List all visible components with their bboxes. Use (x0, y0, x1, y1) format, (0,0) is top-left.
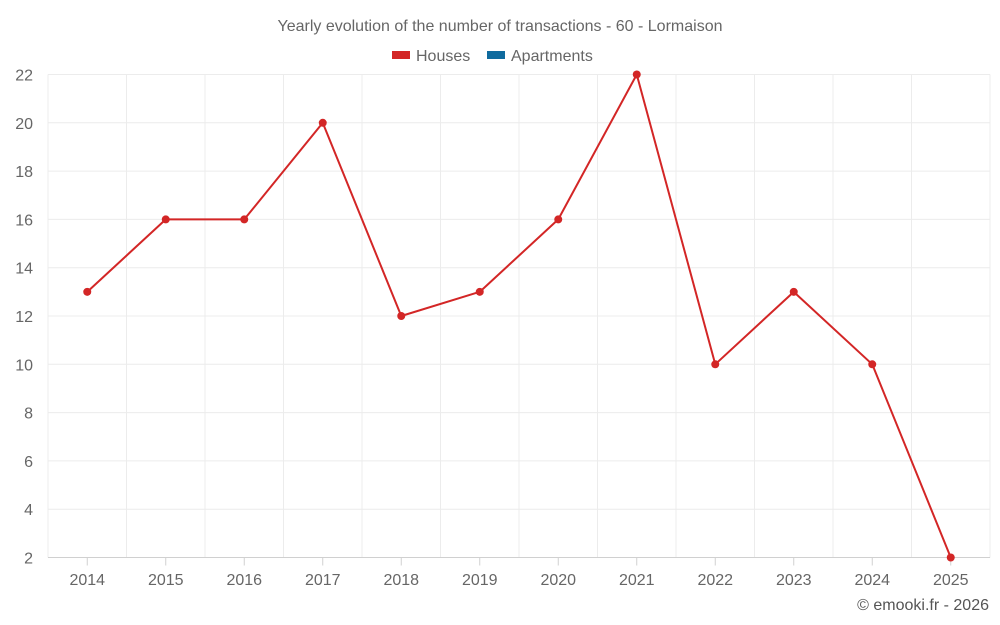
data-point-houses[interactable] (946, 553, 955, 562)
x-tick-label: 2024 (854, 572, 890, 589)
legend-item-apartments[interactable]: Apartments (487, 48, 593, 65)
legend-item-houses[interactable]: Houses (392, 48, 470, 65)
data-point-houses[interactable] (554, 215, 563, 224)
y-tick-label: 18 (15, 164, 33, 181)
data-point-houses[interactable] (868, 360, 877, 369)
x-tick-label: 2017 (305, 572, 341, 589)
x-tick-label: 2019 (462, 572, 498, 589)
data-point-houses[interactable] (240, 215, 249, 224)
x-tick-label: 2014 (69, 572, 105, 589)
y-tick-label: 6 (24, 454, 33, 471)
x-tick-label: 2020 (540, 572, 576, 589)
x-tick-label: 2021 (619, 572, 655, 589)
x-axis: 2014 2015 2016 2017 2018 2019 2020 2021 2022 2023… (69, 557, 969, 589)
y-tick-label: 2 (24, 551, 33, 568)
data-point-houses[interactable] (789, 287, 798, 296)
y-tick-label: 16 (15, 212, 33, 229)
data-point-houses[interactable] (397, 312, 406, 320)
grid (47, 74, 991, 558)
x-tick-label: 2022 (697, 572, 733, 589)
y-tick-label: 14 (15, 261, 33, 278)
y-tick-label: 10 (15, 357, 33, 374)
legend: Houses Apartments (392, 48, 593, 65)
legend-label-apartments: Apartments (511, 48, 593, 65)
data-point-houses[interactable] (161, 215, 170, 224)
series-line-houses (86, 73, 952, 558)
x-tick-label: 2023 (776, 572, 812, 589)
x-tick-label: 2018 (383, 572, 419, 589)
chart-title: Yearly evolution of the number of transa… (278, 18, 723, 35)
y-tick-label: 20 (15, 116, 33, 133)
plot-area (83, 70, 955, 562)
data-point-houses[interactable] (475, 287, 484, 296)
data-point-houses[interactable] (632, 70, 641, 79)
credit-text: © emooki.fr - 2026 (857, 597, 989, 614)
data-point-houses[interactable] (711, 360, 720, 369)
legend-swatch-houses (392, 51, 410, 59)
y-tick-label: 22 (15, 68, 33, 85)
y-axis: 2 4 6 8 10 12 14 16 18 20 22 (15, 68, 33, 568)
y-tick-label: 8 (24, 406, 33, 423)
data-point-houses[interactable] (318, 118, 327, 127)
legend-label-houses: Houses (416, 48, 470, 65)
x-tick-label: 2016 (226, 572, 262, 589)
x-tick-label: 2015 (148, 572, 184, 589)
y-tick-label: 12 (15, 309, 33, 326)
x-tick-label: 2025 (933, 572, 969, 589)
legend-swatch-apartments (487, 51, 505, 59)
y-tick-label: 4 (24, 502, 33, 519)
data-point-houses[interactable] (83, 287, 92, 296)
